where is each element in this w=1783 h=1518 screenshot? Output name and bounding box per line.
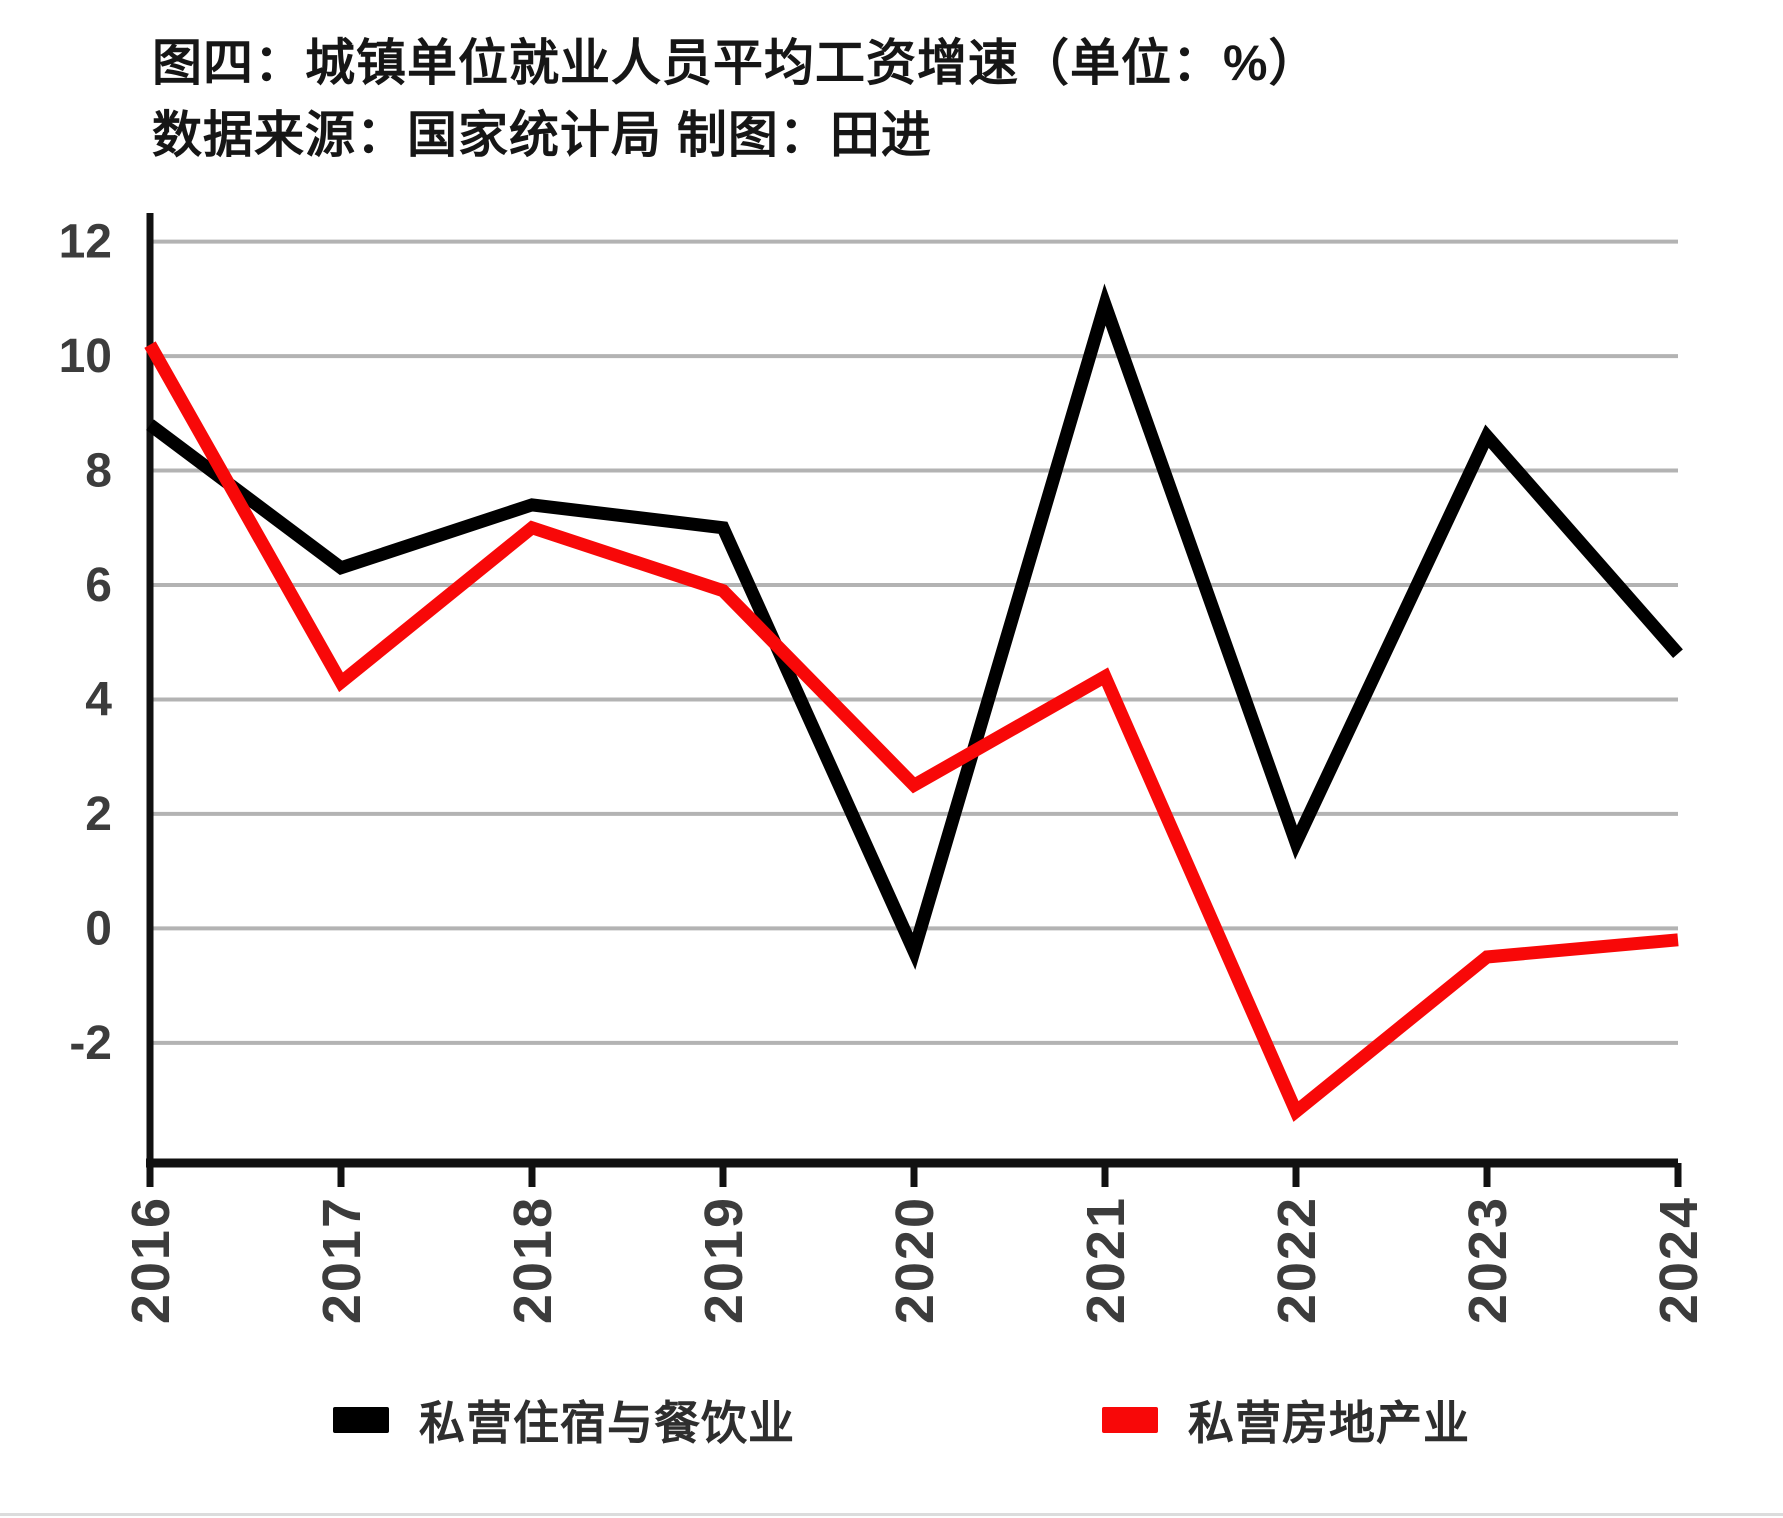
y-tick-label: 10 bbox=[59, 330, 112, 383]
chart-title: 图四：城镇单位就业人员平均工资增速（单位：%） bbox=[152, 35, 1320, 91]
legend-swatch-black bbox=[333, 1407, 389, 1433]
series-line-1 bbox=[144, 341, 1679, 1122]
y-tick-label: 12 bbox=[59, 216, 112, 269]
x-tick-label: 2023 bbox=[1458, 1196, 1518, 1324]
legend-item-real-estate: 私营房地产业 bbox=[1102, 1394, 1470, 1449]
x-tick-label: 2022 bbox=[1267, 1196, 1327, 1324]
legend-swatch-red bbox=[1102, 1407, 1158, 1433]
y-tick-label: 8 bbox=[85, 445, 112, 498]
x-tick-label: 2020 bbox=[885, 1196, 945, 1324]
y-tick-label: -2 bbox=[69, 1017, 112, 1070]
x-tick-label: 2018 bbox=[503, 1196, 563, 1324]
legend-label: 私营住宿与餐饮业 bbox=[419, 1397, 795, 1449]
legend-item-accommodation-catering: 私营住宿与餐饮业 bbox=[333, 1394, 795, 1449]
legend-label: 私营房地产业 bbox=[1188, 1397, 1470, 1449]
y-tick-label: 6 bbox=[85, 559, 112, 612]
series-line-0 bbox=[146, 283, 1683, 970]
x-tick-label: 2016 bbox=[121, 1196, 181, 1324]
x-tick-label: 2021 bbox=[1076, 1196, 1136, 1324]
y-tick-label: 2 bbox=[85, 788, 112, 841]
y-tick-label: 4 bbox=[85, 673, 112, 726]
x-tick-label: 2024 bbox=[1649, 1196, 1709, 1324]
y-tick-label: 0 bbox=[85, 902, 112, 955]
bottom-divider bbox=[0, 1513, 1783, 1516]
x-tick-label: 2019 bbox=[694, 1196, 754, 1324]
x-tick-label: 2017 bbox=[312, 1196, 372, 1324]
chart-source-note: 数据来源：国家统计局 制图：田进 bbox=[152, 107, 932, 163]
